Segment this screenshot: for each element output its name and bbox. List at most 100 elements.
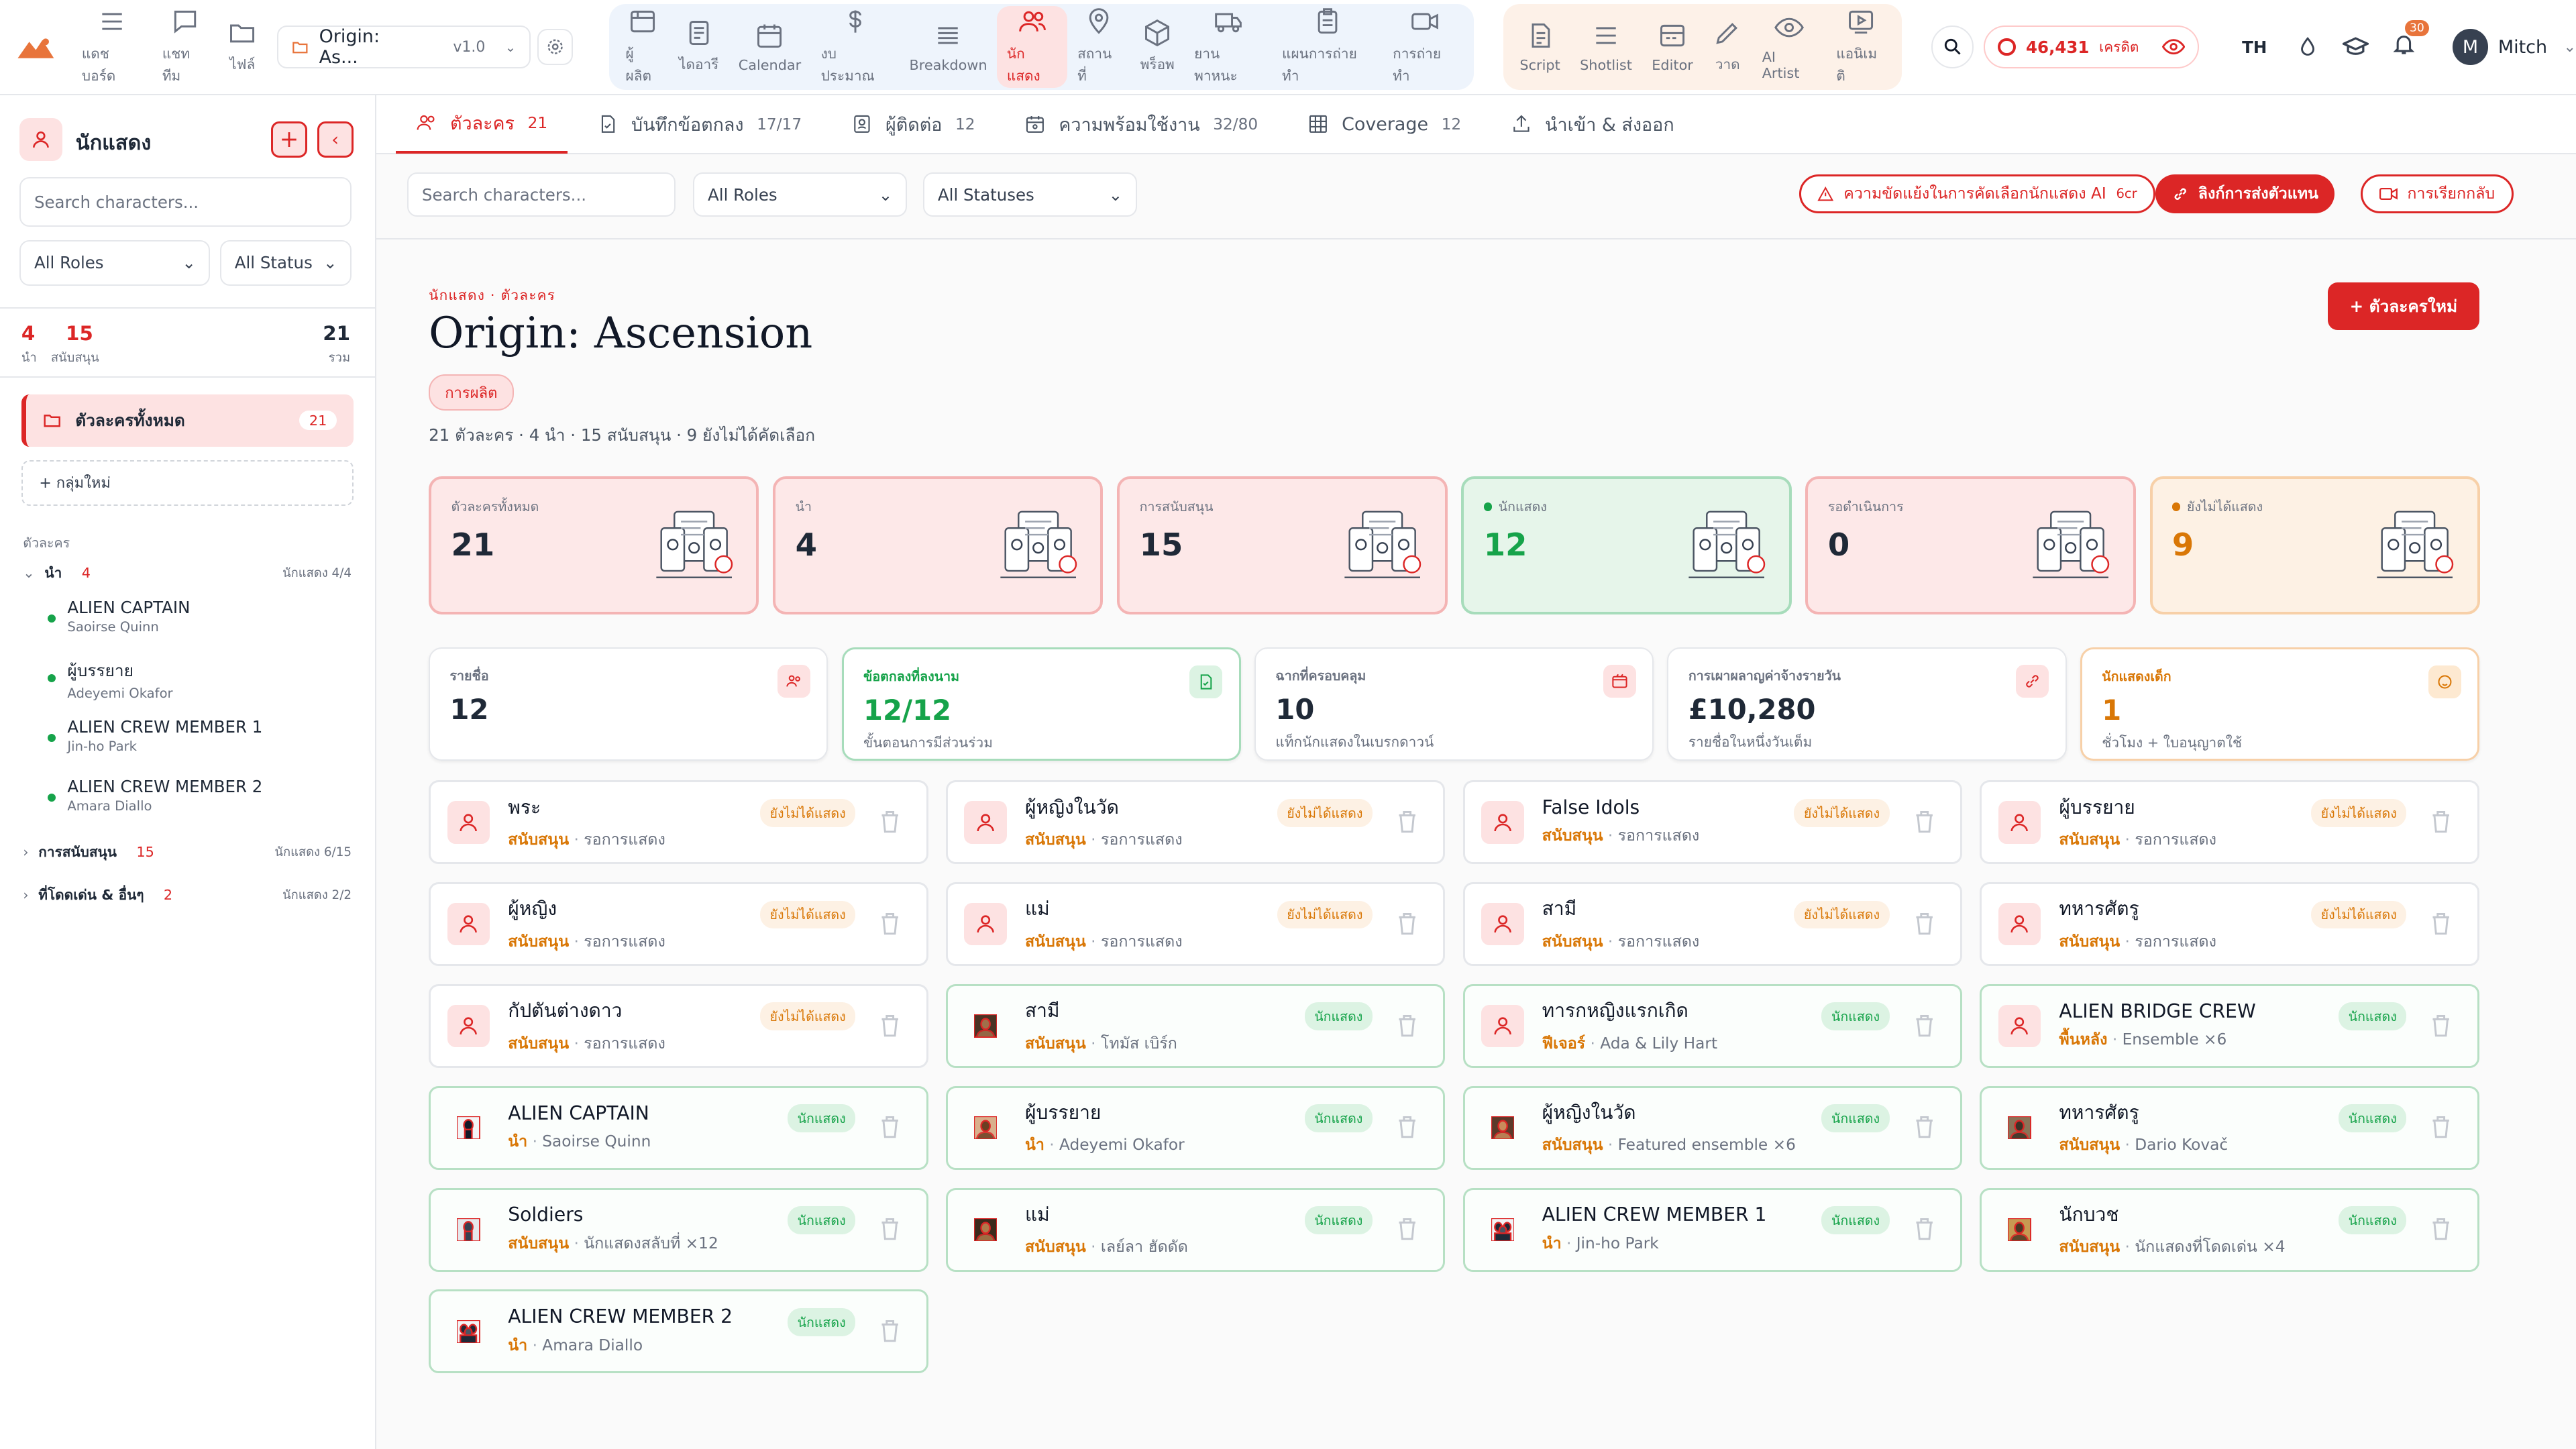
character-card[interactable]: สามี สนับสนุน · รอการแสดง ยังไม่ได้แสดง <box>1462 882 1963 966</box>
trash-icon[interactable] <box>2431 1218 2451 1240</box>
drop-icon[interactable] <box>2296 36 2319 58</box>
nav-calendar[interactable]: Calendar <box>729 6 811 88</box>
sidebar-character-item[interactable]: ALIEN CREW MEMBER 2 Amara Diallo <box>46 777 352 814</box>
trash-icon[interactable] <box>2431 1116 2451 1138</box>
stat-card[interactable]: ยังไม่ได้แสดง 9 <box>2149 476 2480 614</box>
character-card[interactable]: ทหารศัตรู สนับสนุน · รอการแสดง ยังไม่ได้แสดง <box>1980 882 2479 966</box>
character-card[interactable]: ALIEN CAPTAIN นำ · Saoirse Quinn นักแสดง <box>429 1085 928 1170</box>
trash-icon[interactable] <box>1397 1116 1417 1138</box>
nav-locations[interactable]: สถานที่ <box>1067 6 1130 88</box>
character-card[interactable]: ผู้บรรยาย นำ · Adeyemi Okafor นักแสดง <box>945 1085 1446 1170</box>
user-menu-chevron-icon[interactable]: ⌄ <box>2563 38 2576 56</box>
stat-card[interactable]: นักแสดง 12 <box>1461 476 1792 614</box>
sidebar-item-all-characters[interactable]: ตัวละครทั้งหมด 21 <box>21 394 354 447</box>
new-character-button[interactable]: + ตัวละครใหม่ <box>2328 282 2479 331</box>
nav-script[interactable]: Script <box>1510 6 1570 88</box>
agent-links-button[interactable]: ลิงก์การส่งตัวแทน <box>2155 174 2335 214</box>
tab-availability[interactable]: ความพร้อมใช้งาน 32/80 <box>1005 95 1278 154</box>
character-card[interactable]: แม่ สนับสนุน · เลย์ลา ฮัดดัด นักแสดง <box>945 1187 1446 1272</box>
trash-icon[interactable] <box>880 912 900 935</box>
nav-producer[interactable]: ผู้ผลิต <box>616 6 669 88</box>
add-character-button[interactable]: + <box>271 121 307 158</box>
character-card[interactable]: ทารกหญิงแรกเกิด ฟีเจอร์ · Ada & Lily Hart นั… <box>1462 983 1963 1068</box>
avatar[interactable]: M <box>2452 29 2489 65</box>
nav-ai-artist[interactable]: AI Artist <box>1752 6 1827 88</box>
nav-team-chat[interactable]: แชททีม <box>152 6 217 88</box>
character-card[interactable]: False Idols สนับสนุน · รอการแสดง ยังไม่ได้แส… <box>1462 780 1963 865</box>
trash-icon[interactable] <box>880 1014 900 1037</box>
character-card[interactable]: นักบวช สนับสนุน · นักแสดงที่โดดเด่น ×4 นักแส… <box>1980 1187 2479 1272</box>
trash-icon[interactable] <box>1915 1014 1934 1037</box>
credits-badge[interactable]: 46,431 เครดิต <box>1983 25 2200 68</box>
nav-shotlist[interactable]: Shotlist <box>1570 6 1642 88</box>
tab-contacts[interactable]: ผู้ติดต่อ 12 <box>831 95 995 154</box>
nav-vehicles[interactable]: ยานพาหนะ <box>1184 6 1272 88</box>
character-card[interactable]: สามี สนับสนุน · โทมัส เบิร์ก นักแสดง <box>945 983 1446 1068</box>
metric-card-scenes-covered[interactable]: ฉากที่ครอบคลุม 10 แท็กนักแสดงในเบรกดาวน์ <box>1254 647 1654 761</box>
tab-agreements[interactable]: บันทึกข้อตกลง 17/17 <box>577 95 821 154</box>
stat-card[interactable]: ตัวละครทั้งหมด 21 <box>429 476 759 614</box>
trash-icon[interactable] <box>1915 1218 1934 1240</box>
language-toggle[interactable]: TH <box>2242 37 2267 57</box>
metric-card-daily-burn[interactable]: การเผาผลาญค่าจ้างรายวัน £10,280 รายชื่อในห… <box>1667 647 2067 761</box>
nav-dashboard[interactable]: แดชบอร์ด <box>72 6 152 88</box>
trash-icon[interactable] <box>1397 1218 1417 1240</box>
nav-editor[interactable]: Editor <box>1642 6 1703 88</box>
project-selector[interactable]: Origin: As... v1.0 ⌄ <box>276 25 531 68</box>
sidebar-group-lead[interactable]: ⌄ นำ 4 นักแสดง 4/4 <box>23 564 352 582</box>
character-card[interactable]: ผู้หญิง สนับสนุน · รอการแสดง ยังไม่ได้แสดง <box>429 882 928 966</box>
trash-icon[interactable] <box>880 1116 900 1138</box>
character-card[interactable]: ผู้หญิงในวัด สนับสนุน · รอการแสดง ยังไม่ได้แ… <box>945 780 1446 865</box>
new-group-button[interactable]: + กลุ่มใหม่ <box>21 460 354 506</box>
stat-card[interactable]: นำ 4 <box>773 476 1104 614</box>
stat-card[interactable]: รอดำเนินการ 0 <box>1805 476 2136 614</box>
trash-icon[interactable] <box>1915 912 1934 935</box>
user-name[interactable]: Mitch <box>2498 36 2548 58</box>
sidebar-status-filter[interactable]: All Status ⌄ <box>220 239 352 286</box>
nav-props[interactable]: พร็อพ <box>1130 6 1184 88</box>
character-card[interactable]: พระ สนับสนุน · รอการแสดง ยังไม่ได้แสดง <box>429 780 928 865</box>
trash-icon[interactable] <box>2431 912 2451 935</box>
nav-diary[interactable]: ไดอารี <box>669 6 729 88</box>
nav-budget[interactable]: งบประมาณ <box>811 6 900 88</box>
trash-icon[interactable] <box>1915 810 1934 833</box>
sidebar-group-support[interactable]: › การสนับสนุน 15 นักแสดง 6/15 <box>23 843 352 861</box>
character-card[interactable]: Soldiers สนับสนุน · นักแสดงสลับที่ ×12 นักแส… <box>429 1187 928 1272</box>
graduation-cap-icon[interactable] <box>2342 36 2369 58</box>
trash-icon[interactable] <box>1915 1116 1934 1138</box>
character-card[interactable]: ผู้หญิงในวัด สนับสนุน · Featured ensemble ×… <box>1462 1085 1963 1170</box>
metric-card-roster[interactable]: รายชื่อ 12 <box>429 647 828 761</box>
character-card[interactable]: ALIEN CREW MEMBER 2 นำ · Amara Diallo นักแสด… <box>429 1289 928 1374</box>
tab-import-export[interactable]: นำเข้า & ส่งออก <box>1491 95 1707 154</box>
character-card[interactable]: ทหารศัตรู สนับสนุน · Dario Kovač นักแสดง <box>1980 1085 2479 1170</box>
nav-draw[interactable]: วาด <box>1703 6 1752 88</box>
roles-filter[interactable]: All Roles ⌄ <box>693 172 907 217</box>
stat-card[interactable]: การสนับสนุน 15 <box>1117 476 1448 614</box>
trash-icon[interactable] <box>880 1218 900 1240</box>
metric-card-child-actors[interactable]: นักแสดงเด็ก 1 ชั่วโมง + ใบอนุญาตใช้ <box>2080 647 2479 761</box>
app-logo[interactable] <box>0 0 72 95</box>
search-button[interactable] <box>1931 25 1974 68</box>
collapse-sidebar-button[interactable]: ‹ <box>317 121 354 158</box>
character-card[interactable]: กัปตันต่างดาว สนับสนุน · รอการแสดง ยังไม่ได้… <box>429 983 928 1068</box>
ai-casting-conflict-button[interactable]: ความขัดแย้งในการคัดเลือกนักแสดง AI 6cr <box>1799 174 2156 214</box>
nav-shooting[interactable]: การถ่ายทำ <box>1383 6 1467 88</box>
nav-breakdown[interactable]: Breakdown <box>900 6 997 88</box>
sidebar-group-featured[interactable]: › ที่โดดเด่น & อื่นๆ 2 นักแสดง 2/2 <box>23 886 352 904</box>
trash-icon[interactable] <box>880 810 900 833</box>
sidebar-character-item[interactable]: ALIEN CAPTAIN Saoirse Quinn <box>46 598 352 635</box>
tab-coverage[interactable]: Coverage 12 <box>1287 95 1481 154</box>
trash-icon[interactable] <box>2431 1014 2451 1037</box>
character-card[interactable]: ALIEN CREW MEMBER 1 นำ · Jin-ho Park นักแสดง <box>1462 1187 1963 1272</box>
sidebar-search-input[interactable]: Search characters... <box>19 177 352 227</box>
nav-files[interactable]: ไฟล์ <box>218 6 267 88</box>
notifications-button[interactable]: 30 <box>2392 19 2430 63</box>
trash-icon[interactable] <box>1397 810 1417 833</box>
metric-card-signed-agreements[interactable]: ข้อตกลงที่ลงนาม 12/12 ขั้นตอนการมีส่วนร่วม <box>841 647 1241 761</box>
tab-characters[interactable]: ตัวละคร 21 <box>396 95 568 154</box>
project-settings-button[interactable] <box>537 29 574 65</box>
sidebar-character-item[interactable]: ผู้บรรยาย Adeyemi Okafor <box>46 657 352 701</box>
character-card[interactable]: ผู้บรรยาย สนับสนุน · รอการแสดง ยังไม่ได้แสดง <box>1980 780 2479 865</box>
search-input[interactable]: Search characters... <box>407 172 676 217</box>
callbacks-button[interactable]: การเรียกกลับ <box>2361 174 2514 214</box>
